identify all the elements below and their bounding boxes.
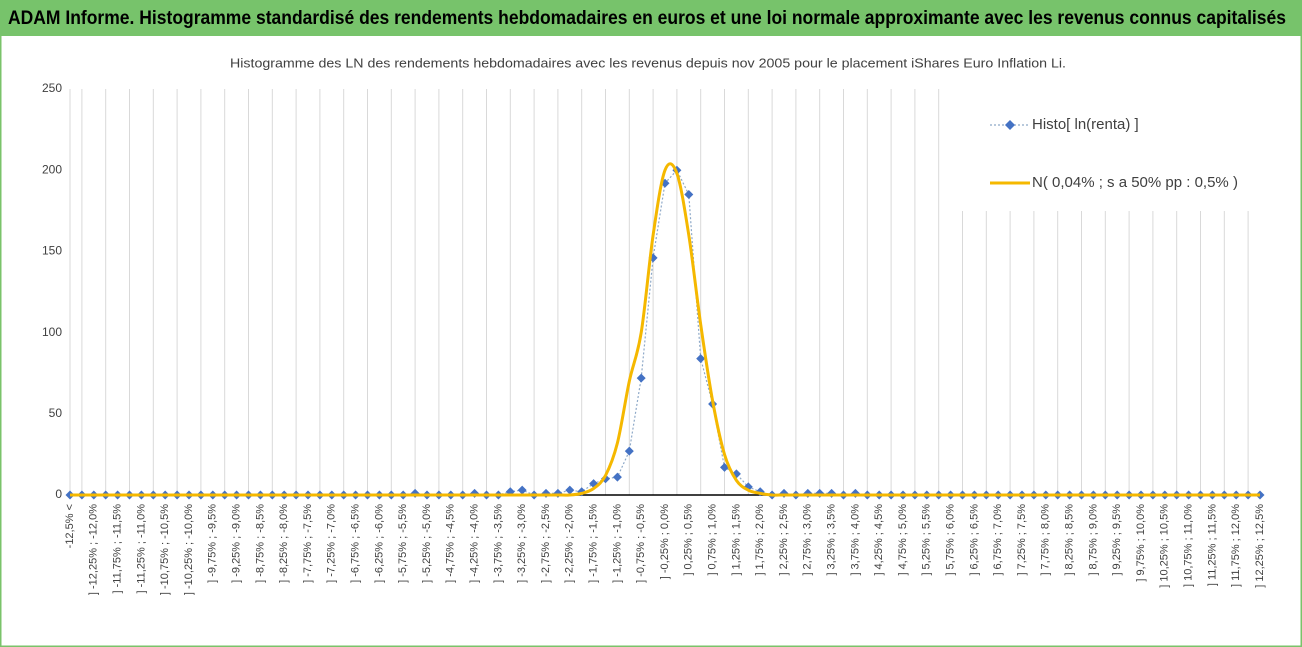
x-tick-label: ] 6,75% ; 7,0% bbox=[992, 504, 1004, 576]
x-tick-label: ] 9,25% ; 9,5% bbox=[1111, 504, 1123, 576]
x-tick-label: ] 1,25% ; 1,5% bbox=[730, 504, 742, 576]
x-tick-label: ] 8,75% ; 9,0% bbox=[1087, 504, 1099, 576]
x-tick-label: ] -8,75% ; -8,5% bbox=[254, 504, 266, 583]
x-tick-label: ] 4,25% ; 4,5% bbox=[873, 504, 885, 576]
x-tick-label: ] -8,25% ; -8,0% bbox=[278, 504, 290, 583]
data-point bbox=[696, 354, 706, 364]
x-tick-label: ] 10,75% ; 11,0% bbox=[1183, 504, 1195, 587]
y-tick-label: 250 bbox=[42, 81, 62, 95]
legend-label: N( 0,04% ; s a 50% pp : 0,5% ) bbox=[1032, 174, 1238, 191]
page-title: ADAM Informe. Histogramme standardisé de… bbox=[8, 8, 1286, 29]
y-tick-label: 200 bbox=[42, 162, 62, 176]
x-tick-label: ] 10,25% ; 10,5% bbox=[1159, 504, 1171, 588]
data-point bbox=[636, 373, 646, 383]
x-tick-label: ] -0,75% ; -0,5% bbox=[635, 504, 647, 583]
data-point bbox=[624, 446, 634, 456]
x-tick-label: ] -1,75% ; -1,5% bbox=[588, 504, 600, 583]
x-tick-label: ] -11,25% ; -11,0% bbox=[135, 504, 147, 594]
chart-title: Histogramme des LN des rendements hebdom… bbox=[230, 55, 1066, 70]
x-tick-label: ] 2,25% ; 2,5% bbox=[778, 504, 790, 576]
x-tick-label: ] 5,25% ; 5,5% bbox=[921, 504, 933, 576]
x-tick-label: ] -2,25% ; -2,0% bbox=[564, 504, 576, 583]
x-tick-label: ] -9,25% ; -9,0% bbox=[231, 504, 243, 583]
x-tick-label: ] -4,75% ; -4,5% bbox=[445, 504, 457, 583]
x-tick-label: ] 0,75% ; 1,0% bbox=[707, 504, 719, 576]
title-bar bbox=[0, 0, 1302, 36]
x-tick-label: ] 11,75% ; 12,0% bbox=[1230, 504, 1242, 587]
y-tick-label: 100 bbox=[42, 325, 62, 339]
x-tick-label: ] -3,25% ; -3,0% bbox=[516, 504, 528, 583]
legend-marker bbox=[1005, 120, 1015, 130]
x-tick-label: ] 5,75% ; 6,0% bbox=[945, 504, 957, 576]
x-tick-label: ] 0,25% ; 0,5% bbox=[683, 504, 695, 576]
legend-label: Histo[ ln(renta) ] bbox=[1032, 116, 1139, 133]
x-tick-label: ] 2,75% ; 3,0% bbox=[802, 504, 814, 576]
y-tick-label: 150 bbox=[42, 244, 62, 258]
data-point bbox=[684, 190, 694, 200]
x-tick-label: -12,5% < bbox=[64, 504, 76, 548]
x-tick-label: ] -5,25% ; -5,0% bbox=[421, 504, 433, 583]
x-tick-label: ] -4,25% ; -4,0% bbox=[469, 504, 481, 583]
x-tick-label: ] -3,75% ; -3,5% bbox=[492, 504, 504, 583]
data-point bbox=[612, 472, 622, 482]
x-tick-label: ] -12,25% ; -12,0% bbox=[88, 504, 100, 595]
x-tick-label: ] -7,25% ; -7,0% bbox=[326, 504, 338, 583]
data-point bbox=[517, 485, 527, 495]
x-tick-label: ] 3,25% ; 3,5% bbox=[826, 504, 838, 576]
x-tick-label: ] 7,75% ; 8,0% bbox=[1040, 504, 1052, 576]
x-tick-label: ] -11,75% ; -11,5% bbox=[112, 504, 124, 594]
x-tick-label: ] -9,75% ; -9,5% bbox=[207, 504, 219, 583]
x-tick-label: ] 12,25% ; 12,5% bbox=[1254, 504, 1266, 588]
x-tick-label: ] -2,75% ; -2,5% bbox=[540, 504, 552, 583]
x-tick-label: ] 9,75% ; 10,0% bbox=[1135, 504, 1147, 582]
x-tick-label: ] 3,75% ; 4,0% bbox=[849, 504, 861, 576]
y-tick-label: 0 bbox=[55, 487, 62, 501]
series-line bbox=[70, 162, 1260, 497]
x-tick-label: ] 4,75% ; 5,0% bbox=[897, 504, 909, 576]
x-tick-label: ] 8,25% ; 8,5% bbox=[1064, 504, 1076, 576]
x-tick-label: ] -10,75% ; -10,5% bbox=[159, 504, 171, 595]
y-tick-label: 50 bbox=[49, 406, 63, 420]
x-tick-label: ] -1,25% ; -1,0% bbox=[611, 504, 623, 583]
x-tick-label: ] -10,25% ; -10,0% bbox=[183, 504, 195, 595]
x-tick-label: ] 6,25% ; 6,5% bbox=[968, 504, 980, 576]
data-point bbox=[565, 485, 575, 495]
x-tick-label: ] 7,25% ; 7,5% bbox=[1016, 504, 1028, 576]
x-tick-label: ] -0,25% ; 0,0% bbox=[659, 504, 671, 579]
legend-box bbox=[962, 89, 1290, 211]
x-tick-label: ] 1,75% ; 2,0% bbox=[754, 504, 766, 576]
x-tick-label: ] -6,25% ; -6,0% bbox=[373, 504, 385, 583]
x-tick-label: ] -5,75% ; -5,5% bbox=[397, 504, 409, 583]
x-tick-label: ] -7,75% ; -7,5% bbox=[302, 504, 314, 583]
x-tick-label: ] 11,25% ; 11,5% bbox=[1206, 504, 1218, 586]
x-tick-label: ] -6,75% ; -6,5% bbox=[350, 504, 362, 583]
